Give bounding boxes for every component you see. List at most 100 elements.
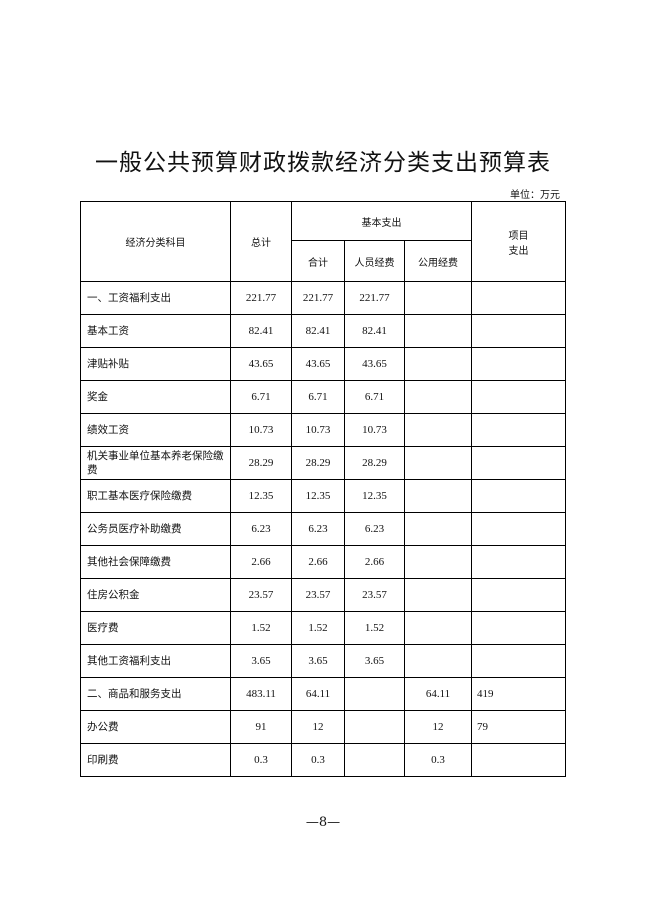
cell-project: 419: [471, 677, 566, 711]
cell-total: 10.73: [230, 413, 292, 447]
cell-total: 6.23: [230, 512, 292, 546]
cell-public: [404, 347, 472, 381]
cell-subtotal: 82.41: [291, 314, 345, 348]
cell-subtotal: 10.73: [291, 413, 345, 447]
cell-name: 绩效工资: [80, 413, 231, 447]
table-row: 办公费 91 12 12 79: [80, 710, 566, 744]
cell-public: [404, 611, 472, 645]
cell-public: 12: [404, 710, 472, 744]
cell-name: 机关事业单位基本养老保险缴费: [80, 446, 231, 480]
cell-name: 其他社会保障缴费: [80, 545, 231, 579]
cell-personnel: [344, 677, 405, 711]
table-row: 印刷费 0.3 0.3 0.3: [80, 743, 566, 777]
cell-personnel: 6.23: [344, 512, 405, 546]
cell-total: 2.66: [230, 545, 292, 579]
cell-project: [471, 611, 566, 645]
header-row: 经济分类科目 总计 基本支出 项目支出: [80, 201, 566, 282]
unit-label: 单位：万元: [510, 190, 560, 201]
cell-public: [404, 314, 472, 348]
cell-name: 公务员医疗补助缴费: [80, 512, 231, 546]
table-row: 基本工资 82.41 82.41 82.41: [80, 314, 566, 348]
cell-subtotal: 2.66: [291, 545, 345, 579]
cell-name: 办公费: [80, 710, 231, 744]
cell-total: 82.41: [230, 314, 292, 348]
table-row: 其他社会保障缴费 2.66 2.66 2.66: [80, 545, 566, 579]
header-public: 公用经费: [404, 240, 472, 282]
cell-subtotal: 28.29: [291, 446, 345, 480]
cell-total: 3.65: [230, 644, 292, 678]
cell-project: [471, 743, 566, 777]
cell-public: [404, 578, 472, 612]
cell-project: [471, 314, 566, 348]
header-basic: 基本支出: [291, 201, 472, 241]
header-category: 经济分类科目: [80, 201, 231, 282]
cell-public: [404, 446, 472, 480]
cell-name: 职工基本医疗保险缴费: [80, 479, 231, 513]
header-project: 项目 支出: [471, 201, 566, 282]
cell-project: [471, 347, 566, 381]
table-row: 绩效工资 10.73 10.73 10.73: [80, 413, 566, 447]
cell-personnel: 1.52: [344, 611, 405, 645]
cell-subtotal: 6.71: [291, 380, 345, 414]
cell-name: 奖金: [80, 380, 231, 414]
cell-personnel: 82.41: [344, 314, 405, 348]
cell-total: 483.11: [230, 677, 292, 711]
cell-public: [404, 644, 472, 678]
cell-personnel: 2.66: [344, 545, 405, 579]
cell-total: 0.3: [230, 743, 292, 777]
page-number: —8—: [305, 815, 341, 830]
cell-total: 221.77: [230, 281, 292, 315]
table-row: 其他工资福利支出 3.65 3.65 3.65: [80, 644, 566, 678]
cell-personnel: 23.57: [344, 578, 405, 612]
cell-subtotal: 0.3: [291, 743, 345, 777]
cell-public: [404, 413, 472, 447]
cell-subtotal: 64.11: [291, 677, 345, 711]
cell-project: 79: [471, 710, 566, 744]
cell-personnel: 3.65: [344, 644, 405, 678]
cell-subtotal: 23.57: [291, 578, 345, 612]
cell-total: 28.29: [230, 446, 292, 480]
cell-personnel: 10.73: [344, 413, 405, 447]
table-row: 津贴补贴 43.65 43.65 43.65: [80, 347, 566, 381]
cell-public: 0.3: [404, 743, 472, 777]
cell-name: 住房公积金: [80, 578, 231, 612]
header-subtotal: 合计: [291, 240, 345, 282]
cell-public: [404, 545, 472, 579]
cell-name: 一、工资福利支出: [80, 281, 231, 315]
table-row: 医疗费 1.52 1.52 1.52: [80, 611, 566, 645]
table-row: 住房公积金 23.57 23.57 23.57: [80, 578, 566, 612]
cell-name: 津贴补贴: [80, 347, 231, 381]
cell-public: 64.11: [404, 677, 472, 711]
cell-name: 其他工资福利支出: [80, 644, 231, 678]
cell-total: 1.52: [230, 611, 292, 645]
table-row: 奖金 6.71 6.71 6.71: [80, 380, 566, 414]
cell-public: [404, 281, 472, 315]
cell-total: 23.57: [230, 578, 292, 612]
header-project-line1: 项目: [508, 230, 529, 242]
header-total: 总计: [230, 201, 292, 282]
cell-project: [471, 545, 566, 579]
header-project-line2: 支出: [508, 245, 529, 257]
cell-personnel: 6.71: [344, 380, 405, 414]
cell-public: [404, 380, 472, 414]
cell-subtotal: 221.77: [291, 281, 345, 315]
cell-personnel: [344, 743, 405, 777]
cell-name: 医疗费: [80, 611, 231, 645]
cell-project: [471, 644, 566, 678]
cell-total: 12.35: [230, 479, 292, 513]
cell-project: [471, 413, 566, 447]
cell-project: [471, 479, 566, 513]
cell-subtotal: 43.65: [291, 347, 345, 381]
header-personnel: 人员经费: [344, 240, 405, 282]
cell-subtotal: 6.23: [291, 512, 345, 546]
table-row: 一、工资福利支出 221.77 221.77 221.77: [80, 281, 566, 315]
cell-personnel: 43.65: [344, 347, 405, 381]
cell-project: [471, 380, 566, 414]
table-row: 二、商品和服务支出 483.11 64.11 64.11 419: [80, 677, 566, 711]
cell-personnel: 221.77: [344, 281, 405, 315]
table-row: 职工基本医疗保险缴费 12.35 12.35 12.35: [80, 479, 566, 513]
cell-personnel: 12.35: [344, 479, 405, 513]
cell-subtotal: 1.52: [291, 611, 345, 645]
cell-project: [471, 512, 566, 546]
